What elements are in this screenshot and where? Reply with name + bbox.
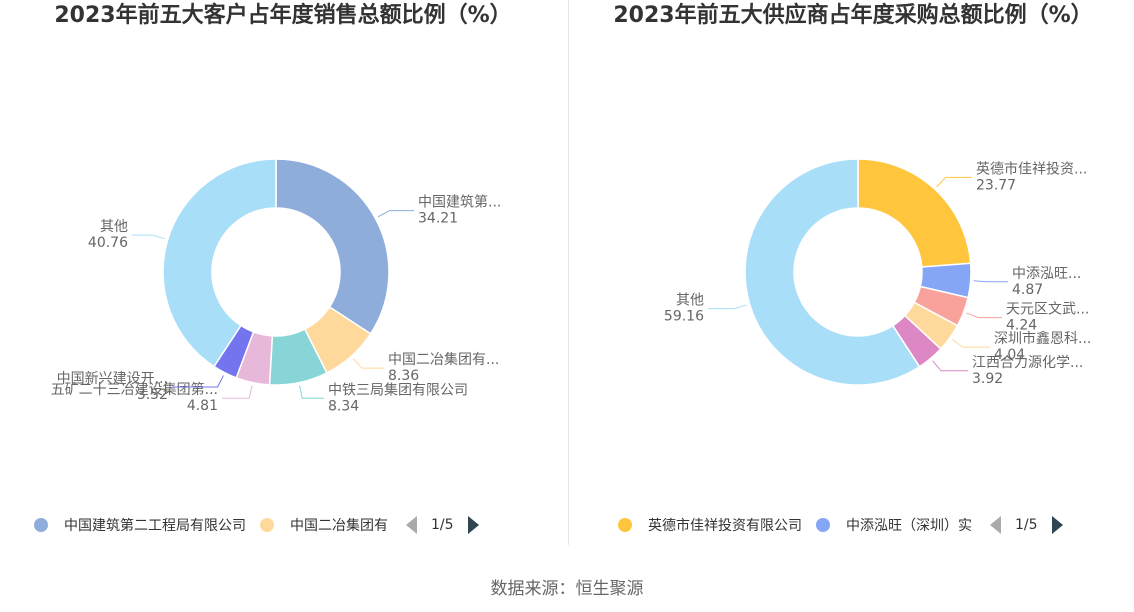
label-leader-line [377, 210, 414, 218]
slice-value-label: 23.77 [976, 177, 1016, 193]
slice-value-label: 4.81 [187, 398, 218, 414]
next-page-icon[interactable] [1051, 516, 1063, 534]
label-leader-line [132, 234, 165, 240]
slice-value-label: 8.36 [388, 368, 419, 384]
legend-label: 中添泓旺（深圳）实 [846, 518, 972, 534]
label-leader-line [708, 304, 747, 310]
legend-page-indicator: 1/5 [1015, 517, 1038, 533]
slice-value-label: 3.92 [972, 371, 1003, 387]
customers-chart-panel: 2023年前五大客户占年度销售总额比例（%） 中国建筑第... 34.21 中国二冶… [0, 0, 566, 545]
label-leader-line [936, 176, 972, 188]
slice-name-label: 中国新兴建设开... [57, 371, 168, 387]
slice-name-label: 中国二冶集团有... [388, 351, 499, 368]
label-leader-line [973, 280, 1008, 283]
suppliers-chart-panel: 2023年前五大供应商占年度采购总额比例（%） 英德市佳祥投资... 23.77 中… [572, 0, 1134, 545]
legend-label: 中国建筑第二工程局有限公司 [64, 518, 246, 534]
label-leader-line [352, 358, 384, 369]
chart-legend: 英德市佳祥投资有限公司 中添泓旺（深圳）实 1/5 [572, 514, 1134, 536]
customers-donut-chart: 中国建筑第...34.21 中国二冶集团有...8.36中铁三局集团有限公司8.3… [51, 158, 501, 414]
legend-swatch [260, 518, 274, 532]
legend-pager: 1/5 [406, 516, 479, 534]
legend-pager: 1/5 [990, 516, 1063, 534]
slice-value-label: 59.16 [664, 309, 704, 325]
donut-slice[interactable] [744, 158, 921, 386]
slice-name-label: 中国建筑第... [418, 194, 501, 211]
slice-value-label: 3.52 [137, 387, 168, 403]
donut-slice[interactable] [162, 158, 277, 368]
next-page-icon[interactable] [467, 516, 479, 534]
data-source-note: 数据来源：恒生聚源 [490, 579, 644, 599]
slice-name-label: 其他 [676, 293, 704, 309]
slice-name-label: 江西合力源化学... [972, 355, 1083, 371]
chart-title: 2023年前五大客户占年度销售总额比例（%） [54, 3, 512, 28]
slice-value-label: 4.04 [994, 347, 1025, 363]
chart-title: 2023年前五大供应商占年度采购总额比例（%） [613, 3, 1093, 28]
legend-swatch [816, 518, 830, 532]
label-leader-line [966, 312, 1002, 319]
label-leader-line [299, 385, 324, 399]
slice-name-label: 中铁三局集团有限公司 [328, 381, 468, 398]
slice-name-label: 中添泓旺... [1012, 266, 1081, 282]
label-leader-line [932, 360, 968, 372]
previous-page-icon[interactable] [406, 516, 417, 534]
donut-slice[interactable] [857, 158, 972, 268]
legend-item[interactable]: 英德市佳祥投资有限公司 [618, 515, 802, 535]
legend-swatch [618, 518, 632, 532]
legend-label: 中国二冶集团有 [290, 518, 388, 534]
suppliers-donut-chart: 英德市佳祥投资...23.77 中添泓旺...4.87 天元区文武...4.24深圳… [664, 158, 1091, 387]
slice-name-label: 天元区文武... [1006, 302, 1089, 318]
slice-value-label: 4.24 [1006, 318, 1037, 334]
previous-page-icon[interactable] [990, 516, 1001, 534]
legend-item[interactable]: 中国二冶集团有 [260, 515, 388, 535]
label-leader-line [951, 339, 990, 348]
panel-divider [568, 0, 569, 545]
legend-swatch [34, 518, 48, 532]
slice-value-label: 4.87 [1012, 282, 1043, 298]
donut-slice[interactable] [275, 158, 390, 335]
slice-value-label: 8.34 [328, 398, 359, 414]
legend-page-indicator: 1/5 [431, 517, 454, 533]
slice-name-label: 其他 [100, 219, 128, 235]
slice-name-label: 五矿二十三冶建设集团第... [51, 381, 218, 398]
label-leader-line [172, 375, 224, 388]
slice-name-label: 英德市佳祥投资... [976, 160, 1087, 177]
legend-label: 英德市佳祥投资有限公司 [648, 518, 802, 534]
chart-legend: 中国建筑第二工程局有限公司 中国二冶集团有 1/5 [0, 514, 566, 536]
legend-item[interactable]: 中国建筑第二工程局有限公司 [34, 515, 246, 535]
slice-name-label: 深圳市鑫恩科... [994, 330, 1091, 347]
legend-item[interactable]: 中添泓旺（深圳）实 [816, 515, 972, 535]
slice-value-label: 34.21 [418, 211, 458, 227]
slice-value-label: 40.76 [88, 235, 128, 251]
label-leader-line [222, 385, 253, 399]
